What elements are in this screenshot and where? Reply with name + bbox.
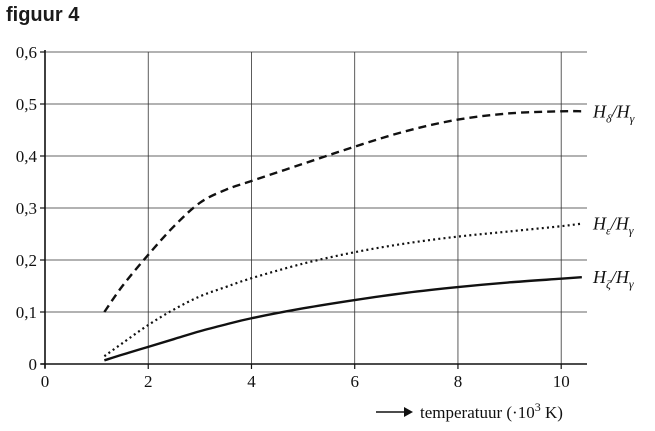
x-axis-label: temperatuur (·103 K): [420, 400, 563, 422]
x-axis-label-group: temperatuur (·103 K): [376, 400, 563, 422]
series-label-part-1: ζ: [606, 277, 612, 291]
x-tick-label-1: 2: [144, 372, 153, 391]
y-tick-label-6: 0,6: [16, 43, 37, 62]
series-line-h-delta: [103, 109, 582, 313]
tick-labels: 0 0,1 0,2 0,3 0,4 0,5 0,6 0 2 4 6 8 10: [16, 43, 570, 391]
series-lines: [103, 109, 582, 362]
series-label-h-epsilon: Hε/Hγ: [592, 214, 634, 238]
y-tick-label-0: 0: [29, 355, 38, 374]
series-label-part-1: δ: [606, 111, 612, 125]
series-line-h-zeta: [103, 275, 582, 362]
x-tick-label-5: 10: [553, 372, 570, 391]
x-axis-arrow-head: [404, 407, 413, 417]
series-label-h-delta: Hδ/Hγ: [592, 101, 635, 125]
series-label-part-0: H: [592, 214, 607, 234]
series-label-part-2: /H: [610, 214, 630, 234]
series-label-part-2: /H: [610, 267, 630, 287]
x-axis-label-tail: K): [541, 403, 563, 422]
grid: [45, 51, 587, 364]
y-tick-label-1: 0,1: [16, 303, 37, 322]
series-label-part-3: γ: [629, 224, 634, 238]
x-axis-label-sup: 3: [535, 400, 541, 414]
series-label-part-1: ε: [606, 224, 611, 238]
x-tick-label-0: 0: [41, 372, 50, 391]
series-line-h-epsilon: [103, 222, 582, 358]
series-label-part-3: γ: [629, 277, 634, 291]
y-tick-label-2: 0,2: [16, 251, 37, 270]
series-label-part-0: H: [592, 267, 607, 287]
x-tick-label-4: 8: [454, 372, 463, 391]
series-label-part-0: H: [592, 101, 607, 121]
x-axis-label-main: temperatuur (·10: [420, 403, 535, 422]
y-tick-label-5: 0,5: [16, 95, 37, 114]
y-tick-label-3: 0,3: [16, 199, 37, 218]
y-tick-label-4: 0,4: [16, 147, 38, 166]
series-label-h-zeta: Hζ/Hγ: [592, 267, 634, 291]
series-label-part-3: γ: [630, 111, 635, 125]
series-label-part-2: /H: [611, 101, 631, 121]
x-tick-label-2: 4: [247, 372, 256, 391]
figure-title: figuur 4: [6, 4, 80, 26]
axes: [40, 50, 587, 369]
x-tick-label-3: 6: [350, 372, 359, 391]
